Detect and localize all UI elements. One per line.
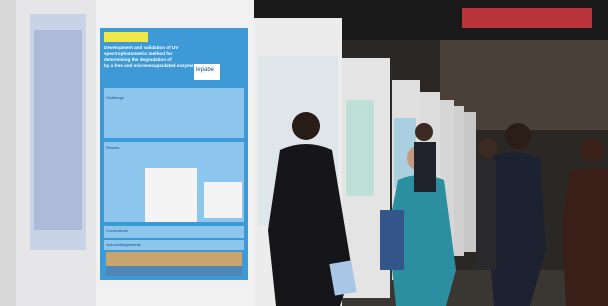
poster-figure: [204, 182, 242, 218]
section-heading: Acknowledgements: [106, 242, 141, 247]
section-heading: Results: [106, 145, 119, 150]
poster-title: Development and validation of UV: [104, 45, 179, 50]
scene: lepabe Development and validation of UV …: [0, 0, 608, 306]
page: {"poster": { "title_lines": ["Developmen…: [0, 0, 608, 306]
banner: [462, 8, 592, 28]
poster-title: determining the degradation of: [104, 57, 172, 62]
poster-tag: [104, 32, 148, 42]
section-heading: Conclusions: [106, 228, 128, 233]
poster-photo-water: [106, 266, 242, 276]
poster-figure: [145, 168, 197, 222]
board: [464, 112, 476, 252]
poster-panel: [104, 88, 244, 138]
poster-title: by a free and microencapsulated enzyme: [104, 63, 194, 68]
board: [0, 0, 16, 306]
poster-content: [34, 30, 82, 230]
logo: lepabe: [196, 67, 215, 73]
poster-title: spectrophotometric method for: [104, 51, 173, 56]
board: [454, 106, 464, 256]
section-heading: Challenge: [106, 95, 125, 100]
person: [414, 123, 436, 192]
poster: [346, 100, 374, 196]
